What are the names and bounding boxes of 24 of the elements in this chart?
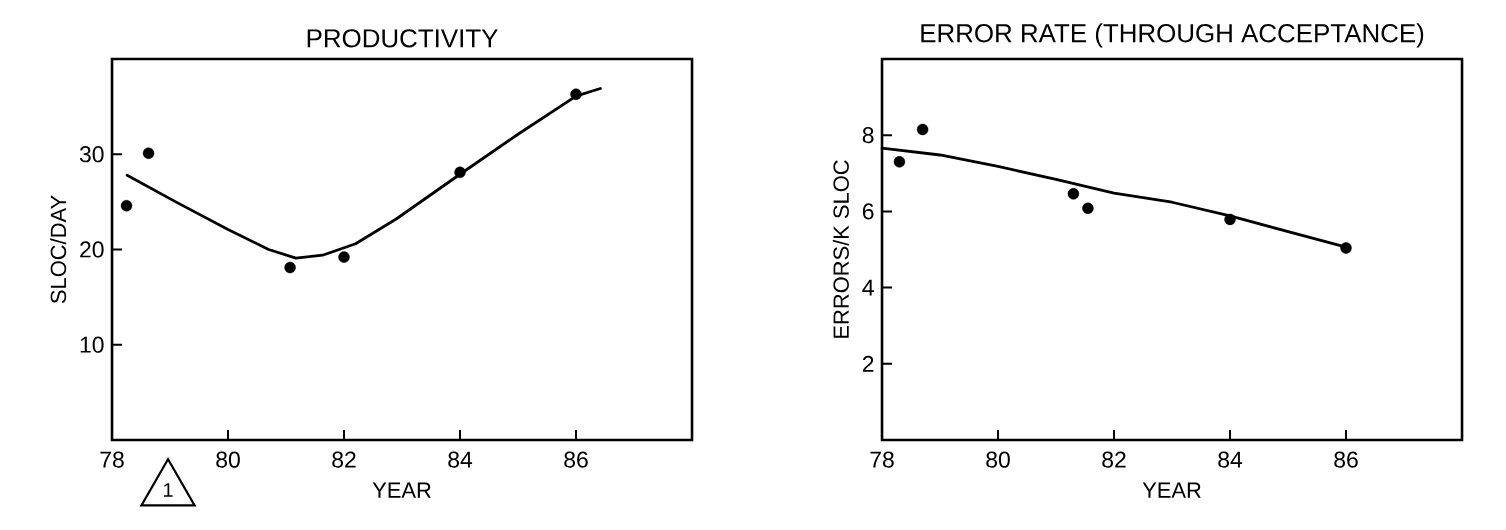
y-axis-title: SLOC/DAY [50,195,67,304]
y-tick-label: 6 [862,203,874,220]
x-tick-label: 82 [1102,451,1126,468]
y-tick-label: 8 [862,127,874,144]
x-tick-label: 82 [332,451,356,468]
x-tick-label: 80 [986,451,1010,468]
text: 1 [163,483,173,497]
x-tick-label: 86 [564,451,588,468]
x-axis-title: YEAR [1142,482,1201,498]
x-axis-title: YEAR [372,482,431,498]
y-axis-title: ERRORS/K SLOC [832,160,849,338]
y-tick-label: 10 [80,336,104,353]
x-tick-label: 84 [448,451,473,468]
y-tick-label: 20 [80,241,104,258]
chart-title: PRODUCTIVITY [307,29,498,48]
y-tick-label: 30 [79,146,104,163]
y-tick-label: 2 [862,355,874,372]
x-tick-label: 78 [100,451,124,468]
x-tick-label: 78 [870,451,894,468]
x-tick-label: 84 [1218,451,1243,468]
x-tick-label: 80 [216,451,240,468]
y-tick-label: 4 [862,279,874,296]
x-tick-label: 86 [1334,451,1358,468]
chart-title: ERROR RATE (THROUGH ACCEPTANCE) [921,23,1424,48]
